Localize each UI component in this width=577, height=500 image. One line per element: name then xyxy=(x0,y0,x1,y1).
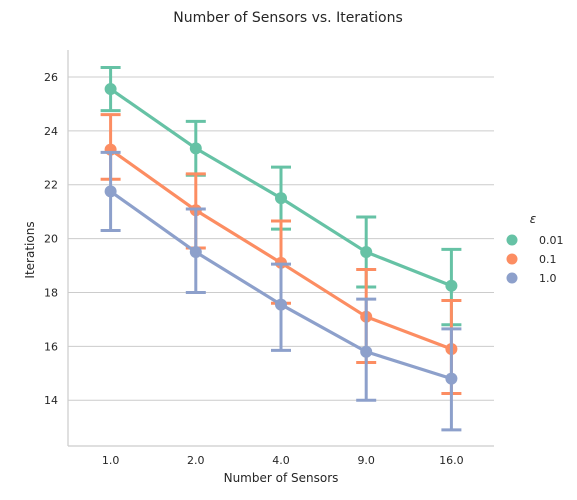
legend-marker xyxy=(506,272,518,284)
legend: ε 0.01 0.1 1.0 xyxy=(506,212,564,285)
x-axis-label: Number of Sensors xyxy=(224,471,339,485)
data-point xyxy=(360,345,373,358)
data-point xyxy=(275,192,287,205)
y-tick-label: 18 xyxy=(44,286,58,299)
x-tick-labels: 1.0 2.0 4.0 9.0 16.0 xyxy=(102,454,464,467)
legend-marker xyxy=(506,234,518,246)
x-tick-label: 9.0 xyxy=(357,454,375,467)
data-point xyxy=(445,279,458,292)
x-tick-label: 4.0 xyxy=(272,454,290,467)
legend-marker xyxy=(506,253,518,265)
x-tick-label: 2.0 xyxy=(187,454,205,467)
legend-title: ε xyxy=(530,212,537,226)
y-tick-labels: 14 16 18 20 22 24 26 xyxy=(44,71,58,407)
data-point xyxy=(445,372,458,385)
series-group xyxy=(100,66,462,432)
data-point xyxy=(104,185,117,198)
y-tick-label: 20 xyxy=(44,233,58,246)
legend-label: 0.01 xyxy=(539,234,564,247)
x-tick-label: 16.0 xyxy=(439,454,464,467)
data-point xyxy=(104,83,117,96)
x-tick-label: 1.0 xyxy=(102,454,120,467)
y-tick-label: 16 xyxy=(44,340,58,353)
y-tick-label: 14 xyxy=(44,394,58,407)
series-1.0 xyxy=(100,150,462,432)
legend-label: 0.1 xyxy=(539,253,557,266)
data-point xyxy=(189,246,202,259)
data-point xyxy=(189,142,202,155)
data-point xyxy=(275,298,287,311)
legend-label: 1.0 xyxy=(539,272,557,285)
data-point xyxy=(360,246,373,259)
chart-title: Number of Sensors vs. Iterations xyxy=(173,10,403,26)
y-axis-label: Iterations xyxy=(23,221,37,278)
y-tick-label: 24 xyxy=(44,125,58,138)
axes xyxy=(67,50,494,447)
y-tick-label: 26 xyxy=(44,71,58,84)
y-tick-label: 22 xyxy=(44,179,58,192)
